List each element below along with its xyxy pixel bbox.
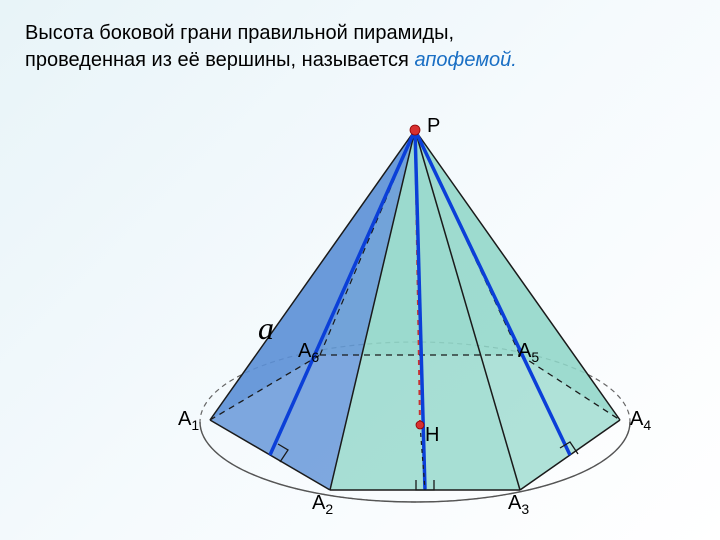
definition-text: Высота боковой грани правильной пирамиды… (25, 20, 517, 74)
definition-term: апофемой. (414, 49, 516, 71)
label-a3: А3 (508, 492, 529, 517)
label-a5: А5 (518, 340, 539, 365)
label-a6: А6 (298, 340, 319, 365)
label-a4: А4 (630, 408, 651, 433)
label-p: Р (427, 115, 440, 138)
h-dot (416, 421, 424, 429)
definition-line1: Высота боковой грани правильной пирамиды… (25, 22, 454, 44)
label-h: Н (425, 424, 439, 447)
label-a2: А2 (312, 492, 333, 517)
definition-line2-prefix: проведенная из её вершины, называется (25, 49, 414, 71)
apex-dot (410, 125, 420, 135)
label-a1: А1 (178, 408, 199, 433)
label-apothem-symbol: a (258, 310, 274, 347)
pyramid-diagram (120, 110, 680, 530)
